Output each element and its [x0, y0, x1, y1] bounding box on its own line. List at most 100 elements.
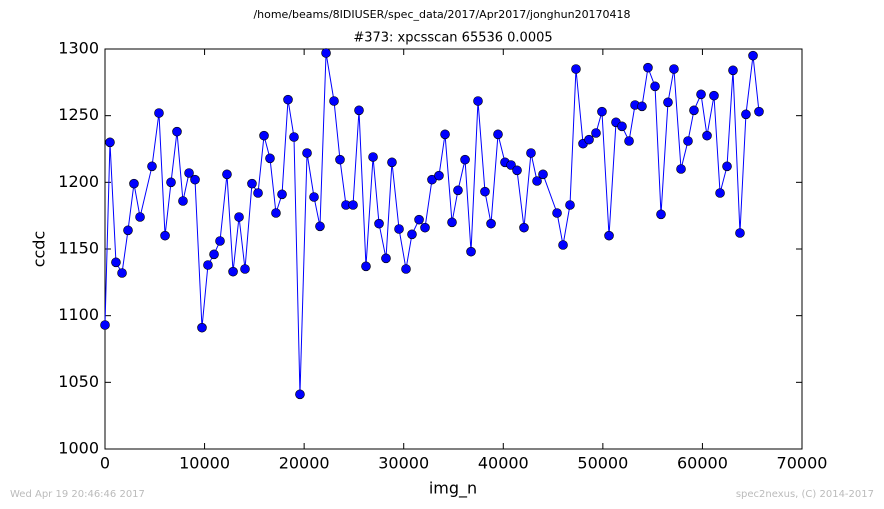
y-axis-label: ccdc [30, 231, 49, 268]
data-point [117, 268, 127, 278]
data-point [166, 177, 176, 188]
data-point [295, 389, 305, 400]
data-point [283, 94, 293, 105]
data-point [460, 154, 470, 165]
x-tick-label: 50000 [577, 454, 628, 473]
data-point [361, 261, 371, 272]
data-point [683, 136, 693, 146]
x-tick-label: 70000 [777, 454, 828, 473]
data-point [532, 176, 542, 186]
data-point [197, 322, 207, 333]
data-point [228, 266, 238, 277]
data-point [571, 64, 581, 74]
y-tick-label: 1150 [58, 239, 99, 258]
data-point [190, 174, 200, 185]
data-point [203, 260, 213, 270]
y-tick-label: 1000 [58, 439, 99, 458]
x-tick-label: 60000 [677, 454, 728, 473]
data-point [702, 130, 712, 141]
data-point [493, 129, 503, 140]
data-point [265, 153, 275, 164]
x-tick-label: 20000 [279, 454, 330, 473]
data-point [105, 137, 115, 148]
data-point [335, 154, 345, 165]
y-tick-label: 1100 [58, 305, 99, 324]
data-point [368, 152, 378, 162]
data-point [728, 65, 738, 76]
data-point [394, 224, 404, 234]
data-point [178, 196, 188, 206]
y-tick-label: 1250 [58, 105, 99, 124]
data-point [565, 200, 575, 210]
y-tick-label: 1300 [58, 39, 99, 58]
data-point [512, 165, 522, 176]
data-point [381, 253, 391, 264]
data-point [222, 169, 232, 180]
data-point [289, 132, 299, 142]
data-point [111, 257, 121, 268]
data-line [104, 52, 760, 395]
data-point [374, 218, 384, 229]
data-point [160, 230, 170, 241]
data-point [656, 209, 666, 220]
data-point [209, 249, 219, 260]
data-point [741, 109, 751, 120]
data-point [234, 212, 244, 222]
data-point [663, 97, 673, 108]
data-point [519, 222, 529, 233]
data-point [302, 148, 312, 158]
data-point [277, 189, 287, 200]
data-point [123, 225, 133, 236]
y-tick-label: 1200 [58, 172, 99, 191]
data-point [321, 48, 331, 58]
data-point [447, 217, 457, 228]
data-point [552, 208, 562, 218]
data-point [722, 161, 732, 172]
data-point [172, 126, 182, 137]
data-point [473, 96, 483, 106]
data-point [407, 229, 417, 240]
data-point [184, 168, 194, 178]
data-point [709, 90, 719, 101]
data-point [253, 188, 263, 198]
data-point [650, 81, 660, 92]
data-point [480, 186, 490, 197]
footer-right: spec2nexus, (C) 2014-2017 [736, 489, 874, 500]
data-point [637, 101, 647, 112]
x-tick-label: 40000 [478, 454, 529, 473]
data-point [414, 214, 424, 225]
data-point [538, 169, 548, 180]
data-point [591, 128, 601, 138]
data-point [259, 130, 269, 141]
y-tick-label: 1050 [58, 372, 99, 391]
data-point [215, 236, 225, 246]
data-point [584, 134, 594, 145]
x-axis-label: img_n [429, 479, 477, 499]
chart-subtitle: #373: xpcsscan 65536 0.0005 [353, 31, 552, 46]
data-point [735, 228, 745, 238]
data-point [100, 320, 110, 330]
data-point [135, 212, 145, 222]
data-point [420, 222, 430, 233]
data-point [715, 188, 725, 198]
data-point [466, 246, 476, 257]
data-point [689, 105, 699, 116]
data-point [624, 136, 634, 146]
data-point [354, 105, 364, 116]
data-point [558, 240, 568, 250]
chart-title: /home/beams/8IDIUSER/spec_data/2017/Apr2… [253, 8, 630, 21]
data-point [348, 200, 358, 210]
data-point [309, 192, 319, 202]
data-point [754, 106, 764, 117]
data-point [434, 170, 444, 181]
data-point [617, 121, 627, 132]
data-point [486, 218, 496, 229]
data-point [669, 64, 679, 74]
data-point [147, 161, 157, 172]
data-point [506, 160, 516, 170]
data-point [247, 178, 257, 189]
data-point [329, 96, 339, 106]
data-point [676, 164, 686, 174]
data-point [604, 230, 614, 241]
